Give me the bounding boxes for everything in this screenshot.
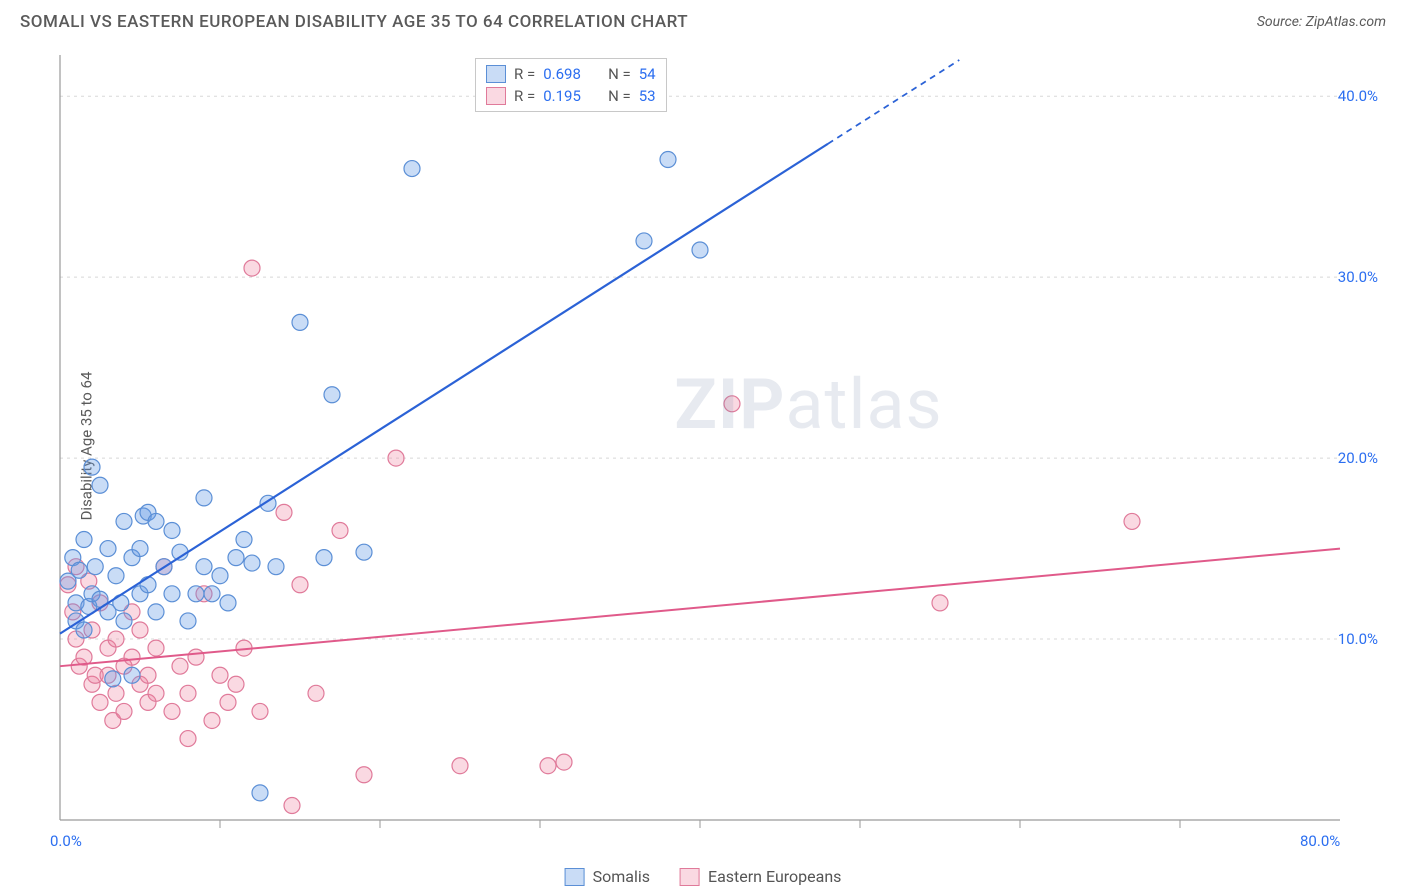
legend-r-value: 0.698 — [543, 65, 581, 83]
legend-label: Somalis — [593, 867, 650, 886]
x-axis-origin-label: 0.0% — [50, 832, 82, 850]
chart-plot-area: 10.0%20.0%30.0%40.0% 0.0% 80.0% ZIPatlas — [50, 50, 1386, 842]
stats-legend-row: R = 0.698 N = 54 — [486, 63, 656, 85]
source-credit: Source: ZipAtlas.com — [1257, 14, 1386, 30]
x-axis-max-label: 80.0% — [1300, 832, 1340, 850]
chart-title: SOMALI VS EASTERN EUROPEAN DISABILITY AG… — [20, 12, 688, 32]
stats-legend-row: R = 0.195 N = 53 — [486, 85, 656, 107]
legend-r-label: R = — [514, 87, 535, 105]
legend-n-label: N = — [608, 87, 631, 105]
legend-swatch — [680, 868, 700, 886]
legend-r-value: 0.195 — [543, 87, 581, 105]
y-tick-label: 40.0% — [1338, 87, 1378, 105]
legend-item: Eastern Europeans — [680, 867, 841, 886]
legend-label: Eastern Europeans — [708, 867, 841, 886]
legend-swatch — [486, 87, 506, 105]
legend-n-value: 54 — [639, 65, 656, 83]
stats-legend: R = 0.698 N = 54R = 0.195 N = 53 — [475, 58, 667, 112]
y-tick-label: 30.0% — [1338, 268, 1378, 286]
legend-swatch — [486, 65, 506, 83]
legend-n-label: N = — [608, 65, 631, 83]
y-tick-label: 10.0% — [1338, 630, 1378, 648]
series-legend: Somalis Eastern Europeans — [565, 867, 842, 886]
source-label: Source: — [1257, 14, 1302, 30]
legend-r-label: R = — [514, 65, 535, 83]
legend-swatch — [565, 868, 585, 886]
scatter-chart-svg — [50, 50, 1390, 840]
y-tick-label: 20.0% — [1338, 449, 1378, 467]
chart-header: SOMALI VS EASTERN EUROPEAN DISABILITY AG… — [0, 0, 1406, 40]
legend-n-value: 53 — [639, 87, 656, 105]
source-name: ZipAtlas.com — [1306, 14, 1386, 30]
legend-item: Somalis — [565, 867, 650, 886]
